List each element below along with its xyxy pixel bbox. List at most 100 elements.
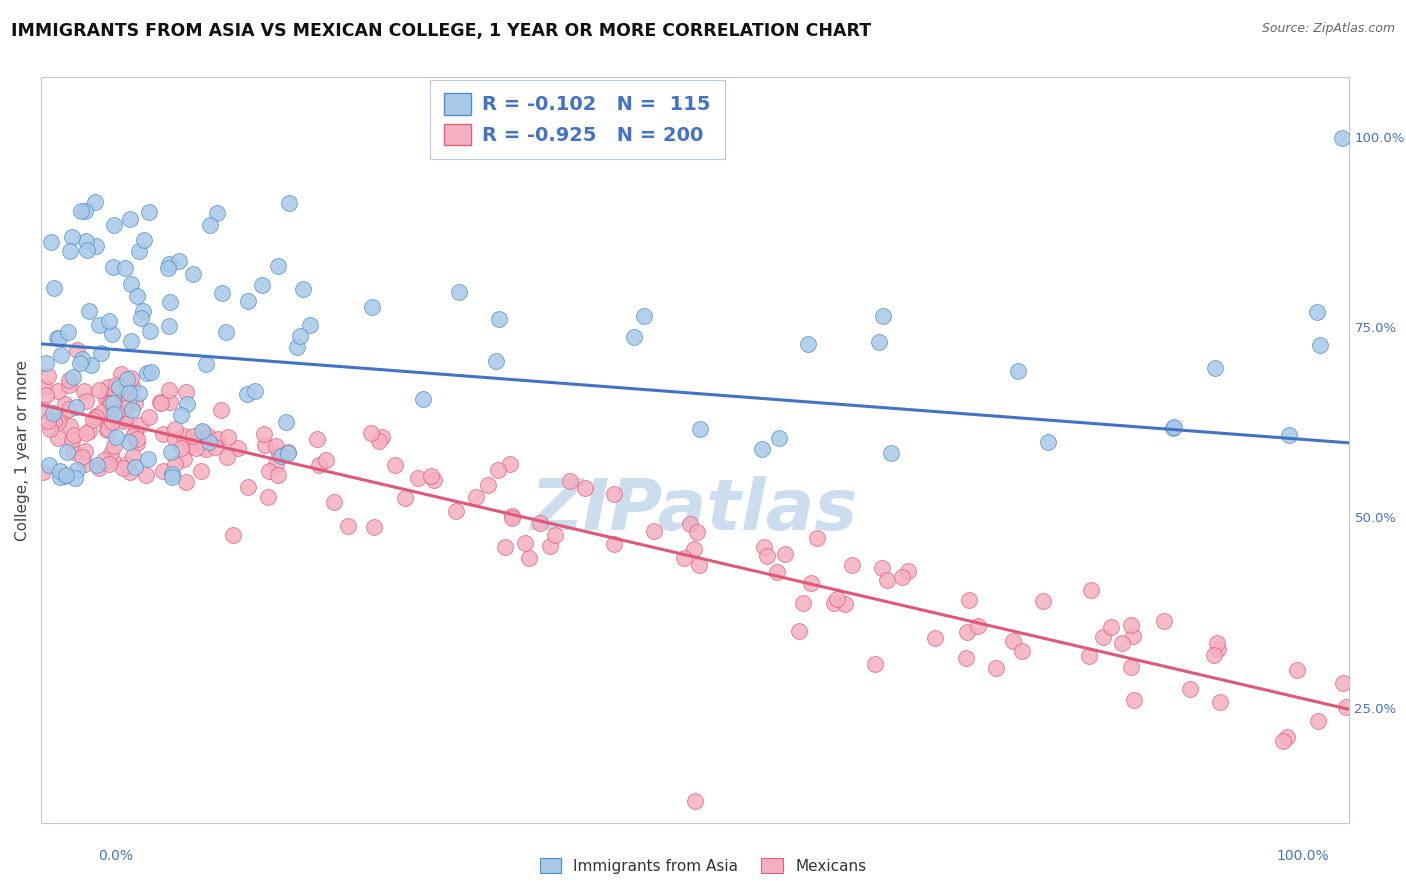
Point [82, 413, 104, 427]
Point [149, 395, 172, 409]
Point [253, 427, 276, 442]
Point [252, 278, 274, 293]
Point [103, 218, 125, 232]
Point [97, 410, 120, 425]
Point [84, 238, 107, 252]
Point [97, 314, 120, 328]
Point [181, 434, 204, 449]
Point [488, 311, 510, 326]
Point [127, 432, 149, 446]
Point [322, 494, 344, 508]
Point [207, 206, 229, 220]
Point [485, 354, 508, 368]
Point [66, 343, 89, 358]
Point [75, 393, 97, 408]
Point [360, 301, 382, 315]
Point [1122, 693, 1144, 707]
Point [1331, 676, 1354, 690]
Point [195, 442, 218, 456]
Point [501, 511, 523, 525]
Point [412, 392, 434, 406]
Point [139, 324, 162, 338]
Point [129, 418, 152, 433]
Point [686, 525, 709, 540]
Point [122, 429, 145, 443]
Point [264, 439, 287, 453]
Point [1206, 642, 1229, 657]
Point [58, 401, 80, 416]
Point [1122, 629, 1144, 643]
Point [136, 366, 159, 380]
Point [447, 285, 470, 300]
Point [65, 401, 87, 415]
Point [96, 423, 118, 437]
Point [32, 465, 55, 479]
Point [1286, 663, 1309, 677]
Point [117, 457, 139, 471]
Point [41, 235, 63, 249]
Point [115, 376, 138, 391]
Point [73, 384, 96, 399]
Point [75, 204, 97, 219]
Point [48, 331, 70, 345]
Point [104, 406, 127, 420]
Point [787, 624, 810, 638]
Point [384, 458, 406, 473]
Point [956, 625, 979, 640]
Point [58, 373, 80, 387]
Point [290, 329, 312, 343]
Point [957, 592, 980, 607]
Point [104, 378, 127, 392]
Point [194, 357, 217, 371]
Point [868, 334, 890, 349]
Point [267, 468, 290, 483]
Point [58, 325, 80, 339]
Point [688, 558, 710, 573]
Point [165, 457, 187, 471]
Point [603, 536, 626, 550]
Point [1277, 730, 1299, 744]
Point [46, 415, 69, 429]
Point [870, 561, 893, 575]
Point [751, 442, 773, 456]
Point [124, 459, 146, 474]
Point [267, 447, 290, 461]
Point [176, 396, 198, 410]
Point [114, 401, 136, 416]
Point [52, 469, 75, 483]
Point [120, 465, 142, 479]
Point [236, 480, 259, 494]
Point [486, 462, 509, 476]
Point [129, 310, 152, 325]
Point [70, 352, 93, 367]
Point [267, 260, 290, 274]
Point [236, 294, 259, 309]
Point [60, 230, 83, 244]
Point [77, 304, 100, 318]
Point [307, 432, 329, 446]
Point [163, 432, 186, 446]
Point [1001, 634, 1024, 648]
Point [159, 295, 181, 310]
Point [117, 392, 139, 407]
Point [63, 445, 86, 459]
Point [529, 516, 551, 530]
Point [1306, 305, 1329, 319]
Point [924, 631, 946, 645]
Point [1091, 630, 1114, 644]
Point [1271, 734, 1294, 748]
Point [477, 478, 499, 492]
Point [823, 596, 845, 610]
Point [891, 570, 914, 584]
Point [422, 473, 444, 487]
Point [76, 244, 98, 258]
Point [48, 470, 70, 484]
Point [756, 549, 779, 563]
Point [104, 384, 127, 398]
Point [574, 481, 596, 495]
Point [173, 452, 195, 467]
Point [360, 425, 382, 440]
Point [104, 405, 127, 419]
Point [1078, 649, 1101, 664]
Point [285, 340, 308, 354]
